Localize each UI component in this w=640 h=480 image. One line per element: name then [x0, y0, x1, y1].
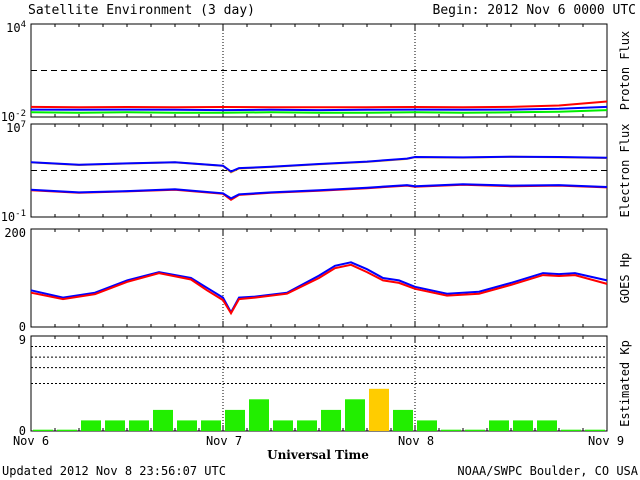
kp-bar: [129, 420, 149, 431]
series-blue-1: [30, 155, 608, 173]
kp-bar: [441, 429, 461, 431]
kp-bar: [561, 429, 581, 431]
y-axis-label: Estimated Kp: [618, 340, 632, 427]
kp-bar: [537, 420, 557, 431]
panel-frame: [30, 23, 608, 118]
panel-frame: [30, 123, 608, 218]
panel-2: 107 10-1 Electron Flux: [1, 120, 632, 224]
panels: 104 10-2 Proton Flux 107 10-1 Electron Flux 20…: [1, 20, 632, 438]
y-tick-top: 107: [6, 120, 26, 135]
series-blue-0: [30, 261, 608, 315]
series-blue-1: [30, 105, 608, 112]
kp-bar: [273, 420, 293, 431]
panel-4: 9 0 Estimated Kp: [19, 333, 632, 438]
kp-bar: [105, 420, 125, 431]
series-red-1: [30, 263, 608, 316]
y-axis-label: GOES Hp: [618, 253, 632, 304]
kp-bar: [225, 409, 245, 431]
series-blue-3: [30, 183, 608, 200]
kp-bar: [33, 429, 53, 431]
kp-bar: [297, 420, 317, 431]
y-axis-label: Proton Flux: [618, 31, 632, 110]
x-tick-nov7: Nov 7: [206, 434, 242, 448]
y-tick-bottom: 10-2: [1, 109, 26, 124]
credit-label: NOAA/SWPC Boulder, CO USA: [457, 464, 638, 478]
y-tick-top: 200: [4, 226, 26, 240]
kp-bar: [489, 420, 509, 431]
kp-bar: [465, 429, 485, 431]
kp-bar: [249, 399, 269, 431]
y-tick-top: 104: [6, 20, 26, 35]
panel-3: 200 0 GOES Hp: [4, 226, 632, 334]
kp-bar: [417, 420, 437, 431]
updated-label: Updated 2012 Nov 8 23:56:07 UTC: [2, 464, 226, 478]
kp-bar: [81, 420, 101, 431]
kp-bar: [369, 388, 389, 431]
kp-bar: [345, 399, 365, 431]
series-green-2: [30, 109, 608, 114]
kp-bar: [153, 409, 173, 431]
kp-bar: [177, 420, 197, 431]
panel-1: 104 10-2 Proton Flux: [1, 20, 632, 124]
x-tick-nov6: Nov 6: [13, 434, 49, 448]
y-tick-top: 9: [19, 333, 26, 347]
kp-bar: [57, 429, 77, 431]
kp-bar: [201, 420, 221, 431]
y-axis-label: Electron Flux: [618, 124, 632, 218]
y-tick-bottom: 10-1: [1, 209, 26, 224]
kp-bar: [321, 409, 341, 431]
y-tick-bottom: 0: [19, 424, 26, 438]
x-tick-nov9: Nov 9: [588, 434, 624, 448]
chart-title: Satellite Environment (3 day): [28, 3, 255, 18]
x-tick-nov8: Nov 8: [398, 434, 434, 448]
kp-bar: [585, 429, 605, 431]
kp-bar: [393, 409, 413, 431]
series-red-0: [30, 100, 608, 109]
begin-label: Begin: 2012 Nov 6 0000 UTC: [433, 3, 637, 18]
y-tick-bottom: 0: [19, 320, 26, 334]
kp-bar: [513, 420, 533, 431]
x-axis-label: Universal Time: [267, 448, 369, 462]
